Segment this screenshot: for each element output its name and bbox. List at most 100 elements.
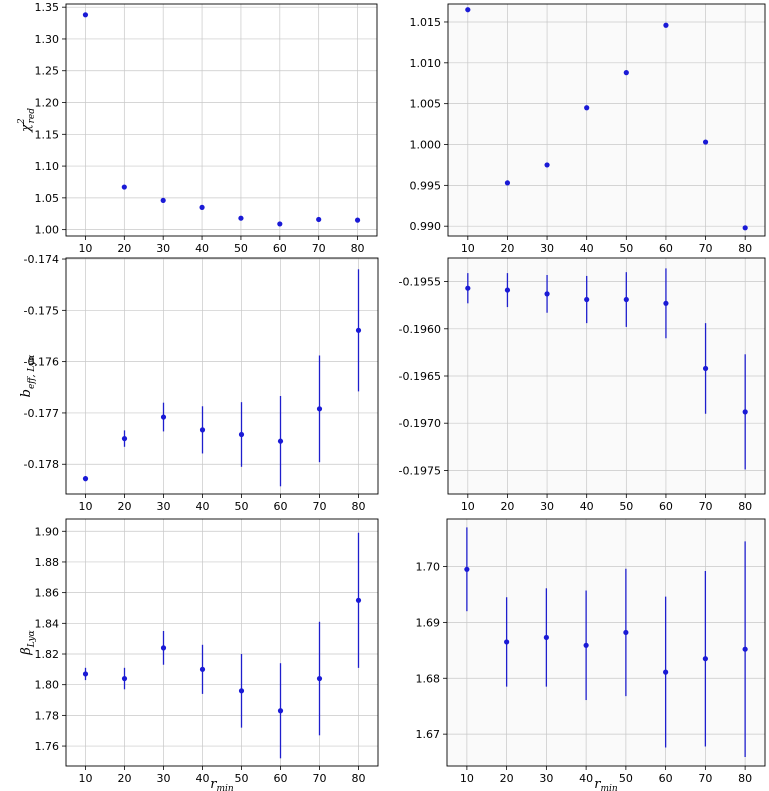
x-tick-label: 10 xyxy=(79,772,93,785)
y-tick-label: -0.1975 xyxy=(399,464,441,477)
x-tick-label: 60 xyxy=(659,772,673,785)
data-point xyxy=(584,105,590,111)
y-tick-label: -0.178 xyxy=(24,458,59,471)
data-point xyxy=(584,296,590,303)
y-tick-label: 1.010 xyxy=(410,57,442,70)
x-tick-label: 30 xyxy=(157,772,171,785)
x-tick-label: 60 xyxy=(659,242,673,255)
x-axis-label: rmin xyxy=(594,777,618,791)
y-tick-label: -0.1965 xyxy=(399,370,441,383)
data-point xyxy=(504,180,511,186)
x-tick-label: 70 xyxy=(313,772,327,785)
y-tick-label: 1.05 xyxy=(35,192,60,205)
x-tick-label: 30 xyxy=(540,242,554,255)
data-point xyxy=(504,287,511,293)
y-tick-label: 1.10 xyxy=(35,160,60,173)
x-tick-label: 30 xyxy=(539,772,553,785)
y-tick-label: -0.174 xyxy=(24,253,59,266)
plot-frame xyxy=(446,518,766,767)
panel-middle-right: 10 20 30 40 50 60 70 80 -0.1975 -0.1970 -0.1965 -0.… xyxy=(399,257,766,513)
x-tick-label: 10 xyxy=(79,500,93,513)
x-tick-label: 70 xyxy=(698,772,712,785)
data-point xyxy=(160,197,166,204)
y-tick-label: 1.25 xyxy=(35,65,60,78)
x-tick-label: 20 xyxy=(500,772,514,785)
data-point xyxy=(277,438,284,444)
y-tick-label: 1.70 xyxy=(416,561,441,574)
x-tick-label: 50 xyxy=(619,242,633,255)
x-tick-label: 20 xyxy=(117,242,131,255)
plot-frame xyxy=(65,257,379,495)
x-tick-label: 70 xyxy=(312,242,326,255)
panel-middle-left: 10 20 30 40 50 60 70 80 -0.178 -0.177 -0.176 -0.175… xyxy=(19,253,379,513)
y-tick-label: 1.86 xyxy=(35,587,60,600)
y-tick-label: -0.177 xyxy=(24,407,59,420)
data-point xyxy=(583,642,589,648)
x-tick-label: 20 xyxy=(500,242,514,255)
data-point xyxy=(355,597,362,603)
data-point xyxy=(544,291,550,297)
x-tick-label: 80 xyxy=(738,242,752,255)
y-tick-label: -0.1960 xyxy=(399,323,441,336)
y-tick-label: 1.82 xyxy=(35,648,60,661)
y-tick-label: 1.88 xyxy=(35,556,60,569)
x-tick-label: 50 xyxy=(235,500,249,513)
data-point xyxy=(623,296,629,303)
x-tick-label: 20 xyxy=(118,500,132,513)
x-tick-label: 40 xyxy=(580,242,594,255)
plot-area xyxy=(66,519,378,766)
x-tick-label: 10 xyxy=(460,772,474,785)
data-point xyxy=(160,645,167,651)
x-tick-label: 40 xyxy=(580,500,594,513)
plot-frame xyxy=(447,257,766,495)
data-point xyxy=(82,671,89,677)
plot-area xyxy=(66,4,377,236)
data-point xyxy=(238,431,245,438)
data-point xyxy=(354,217,361,223)
x-tick-label: 70 xyxy=(699,242,713,255)
data-point xyxy=(82,476,89,482)
y-tick-label: -0.175 xyxy=(24,304,59,317)
y-tick-label: 1.84 xyxy=(35,617,60,630)
x-tick-label: 50 xyxy=(619,772,633,785)
x-tick-label: 40 xyxy=(196,500,210,513)
y-axis-label: χ2red xyxy=(17,108,37,133)
data-point xyxy=(702,365,709,372)
data-point xyxy=(465,285,471,291)
data-point xyxy=(663,669,669,675)
plot-frame xyxy=(447,3,766,237)
y-tick-label: -0.176 xyxy=(24,356,59,369)
x-tick-label: 70 xyxy=(313,500,327,513)
x-tick-label: 60 xyxy=(273,242,287,255)
x-tick-label: 60 xyxy=(274,500,288,513)
x-tick-label: 10 xyxy=(461,242,475,255)
y-tick-label: 1.78 xyxy=(35,709,60,722)
x-tick-label: 60 xyxy=(659,500,673,513)
data-point xyxy=(543,634,549,641)
data-point xyxy=(199,204,205,210)
data-point xyxy=(464,566,470,572)
y-tick-label: 1.90 xyxy=(35,525,60,538)
data-point xyxy=(702,656,708,662)
y-tick-label: 1.015 xyxy=(410,16,442,29)
data-point xyxy=(465,7,471,13)
panel-top-right: 10 20 30 40 50 60 70 80 0.990 0.995 1.000 1.005 1.01… xyxy=(410,3,766,255)
data-point xyxy=(742,409,748,415)
data-point xyxy=(238,688,245,694)
plot-area xyxy=(66,258,378,494)
y-tick-label: 1.20 xyxy=(35,97,60,110)
data-point xyxy=(277,221,283,227)
x-tick-label: 20 xyxy=(118,772,132,785)
y-tick-label: 0.995 xyxy=(410,179,442,192)
data-point xyxy=(316,216,322,223)
y-axis-label: beff, Lyα xyxy=(19,355,37,398)
x-tick-label: 40 xyxy=(195,242,209,255)
data-point xyxy=(623,629,629,636)
x-tick-label: 80 xyxy=(352,772,366,785)
panel-bottom-right: 10 20 30 40 50 60 70 80 1.67 1.68 1.69 1.70 rmin xyxy=(416,518,766,791)
y-tick-label: 0.990 xyxy=(410,220,442,233)
data-point xyxy=(160,414,167,420)
x-tick-label: 10 xyxy=(461,500,475,513)
data-point xyxy=(742,646,748,652)
x-tick-label: 60 xyxy=(274,772,288,785)
